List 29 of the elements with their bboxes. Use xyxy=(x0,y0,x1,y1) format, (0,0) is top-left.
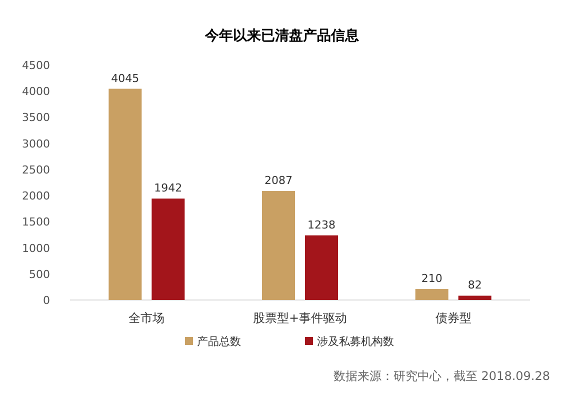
chart-title: 今年以来已清盘产品信息 xyxy=(204,27,360,44)
y-tick-label: 4500 xyxy=(22,59,50,72)
bar xyxy=(152,198,185,300)
y-tick-label: 0 xyxy=(43,294,50,307)
y-tick-label: 500 xyxy=(29,268,50,281)
x-tick-label: 债券型 xyxy=(435,311,472,325)
x-tick-label: 全市场 xyxy=(128,311,165,325)
data-label: 2087 xyxy=(264,174,292,188)
legend-label: 产品总数 xyxy=(197,335,241,348)
y-tick-label: 2000 xyxy=(22,190,50,203)
x-tick-label: 股票型+事件驱动 xyxy=(252,311,348,325)
data-label: 1238 xyxy=(308,218,336,232)
y-tick-label: 4000 xyxy=(22,85,50,98)
bar xyxy=(262,191,295,300)
y-tick-label: 2500 xyxy=(22,163,50,176)
bar xyxy=(458,296,492,300)
bar xyxy=(305,235,338,300)
bar xyxy=(108,88,142,300)
bar xyxy=(415,289,448,300)
legend-label: 涉及私募机构数 xyxy=(317,335,394,348)
y-tick-label: 3500 xyxy=(22,111,50,124)
source-note: 数据来源：研究中心，截至 2018.09.28 xyxy=(333,369,550,383)
data-label: 210 xyxy=(421,272,442,286)
data-label: 1942 xyxy=(154,182,182,195)
y-tick-label: 1000 xyxy=(22,242,50,255)
y-tick-label: 1500 xyxy=(22,216,50,229)
data-label: 82 xyxy=(468,278,482,292)
data-label: 4045 xyxy=(111,72,140,85)
y-tick-label: 3000 xyxy=(22,137,50,150)
